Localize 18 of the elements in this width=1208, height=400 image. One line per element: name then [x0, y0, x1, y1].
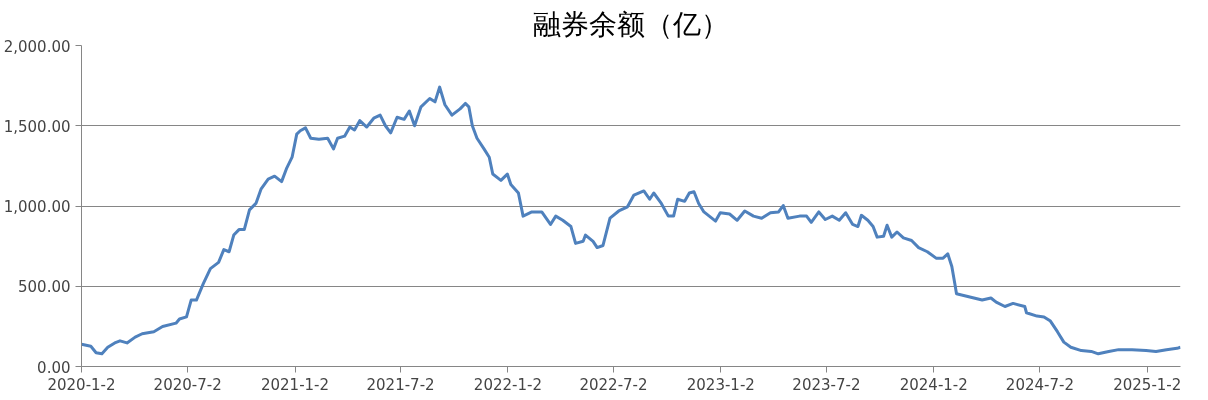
line-series — [81, 85, 1181, 356]
x-tick-label: 2023-7-2 — [792, 375, 861, 394]
y-tick-label: 500.00 — [18, 278, 71, 297]
x-tick-label: 2020-1-2 — [47, 375, 116, 394]
y-tick-label: 2,000.00 — [3, 37, 71, 56]
x-tick-label: 2020-7-2 — [153, 375, 222, 394]
x-tick-label: 2021-1-2 — [260, 375, 330, 394]
y-tick-label: 1,500.00 — [3, 117, 71, 136]
x-tick-label: 2021-7-2 — [366, 375, 435, 394]
y-tick-label: 0.00 — [37, 358, 71, 377]
x-tick-label: 2022-1-2 — [473, 375, 542, 394]
y-tick-label: 1,000.00 — [3, 198, 71, 216]
x-tick-label: 2023-1-2 — [686, 375, 755, 394]
x-tick-label: 2024-1-2 — [899, 375, 968, 394]
chart-title: 融券余额（亿） — [533, 7, 729, 41]
x-tick-label: 2025-1-2 — [1113, 375, 1182, 394]
x-tick-label: 2022-7-2 — [579, 375, 648, 394]
x-tick-label: 2024-7-2 — [1005, 375, 1074, 394]
